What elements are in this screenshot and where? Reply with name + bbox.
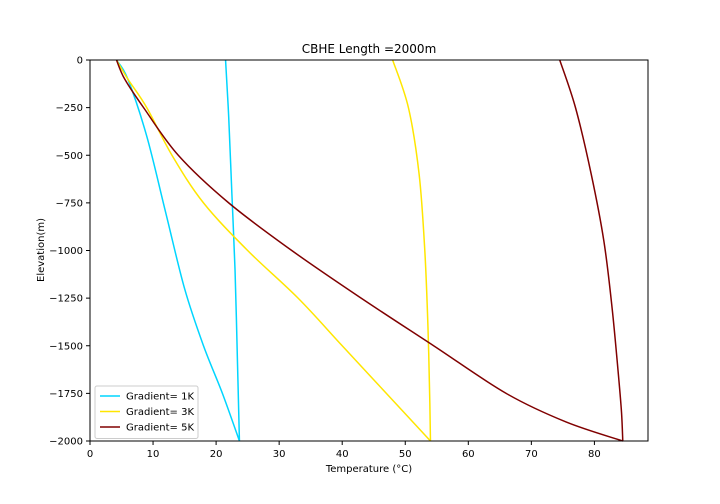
y-tick-label: −2000 (49, 437, 83, 448)
legend: Gradient= 1K Gradient= 3K Gradient= 5K (94, 385, 199, 439)
x-tick-label: 30 (273, 449, 286, 460)
series-line-2-curve-1 (115, 59, 432, 442)
y-tick-label: −1500 (49, 341, 83, 352)
series-line-3-curve-1 (115, 59, 624, 442)
x-tick-label: 80 (588, 449, 601, 460)
x-tick-label: 40 (336, 449, 349, 460)
x-tick-label: 60 (462, 449, 475, 460)
legend-entry: Gradient= 5K (126, 423, 194, 434)
y-tick-label: −500 (56, 151, 83, 162)
x-tick-label: 20 (210, 449, 223, 460)
y-tick-label: −1250 (49, 294, 83, 305)
x-tick-label: 0 (87, 449, 93, 460)
y-tick-label: −1000 (49, 246, 83, 257)
series-line-1-curve-1 (115, 59, 241, 442)
plot-lines (115, 59, 624, 442)
legend-entry: Gradient= 3K (126, 407, 194, 418)
y-tick-label: −250 (56, 103, 83, 114)
legend-box (94, 385, 199, 439)
x-tick-label: 70 (525, 449, 538, 460)
series-line-1-curve-2 (224, 59, 241, 442)
series-line-2-curve-2 (391, 59, 432, 442)
legend-entry: Gradient= 1K (126, 392, 194, 403)
x-tick-label: 10 (147, 449, 160, 460)
x-axis-label: Temperature (°C) (325, 464, 412, 475)
y-tick-label: 0 (77, 56, 83, 67)
y-axis-ticks: 0 −250 −500 −750 −1000 −1250 −1500 −1750 −2000 (49, 56, 90, 448)
y-tick-label: −1750 (49, 389, 83, 400)
x-tick-label: 50 (399, 449, 412, 460)
series-line-3-curve-2 (559, 59, 624, 442)
chart-title: CBHE Length =2000m (302, 42, 437, 56)
y-axis-label: Elevation(m) (36, 218, 47, 282)
y-tick-label: −750 (56, 198, 83, 209)
x-axis-ticks: 0 10 20 30 40 50 60 70 80 (87, 441, 601, 460)
